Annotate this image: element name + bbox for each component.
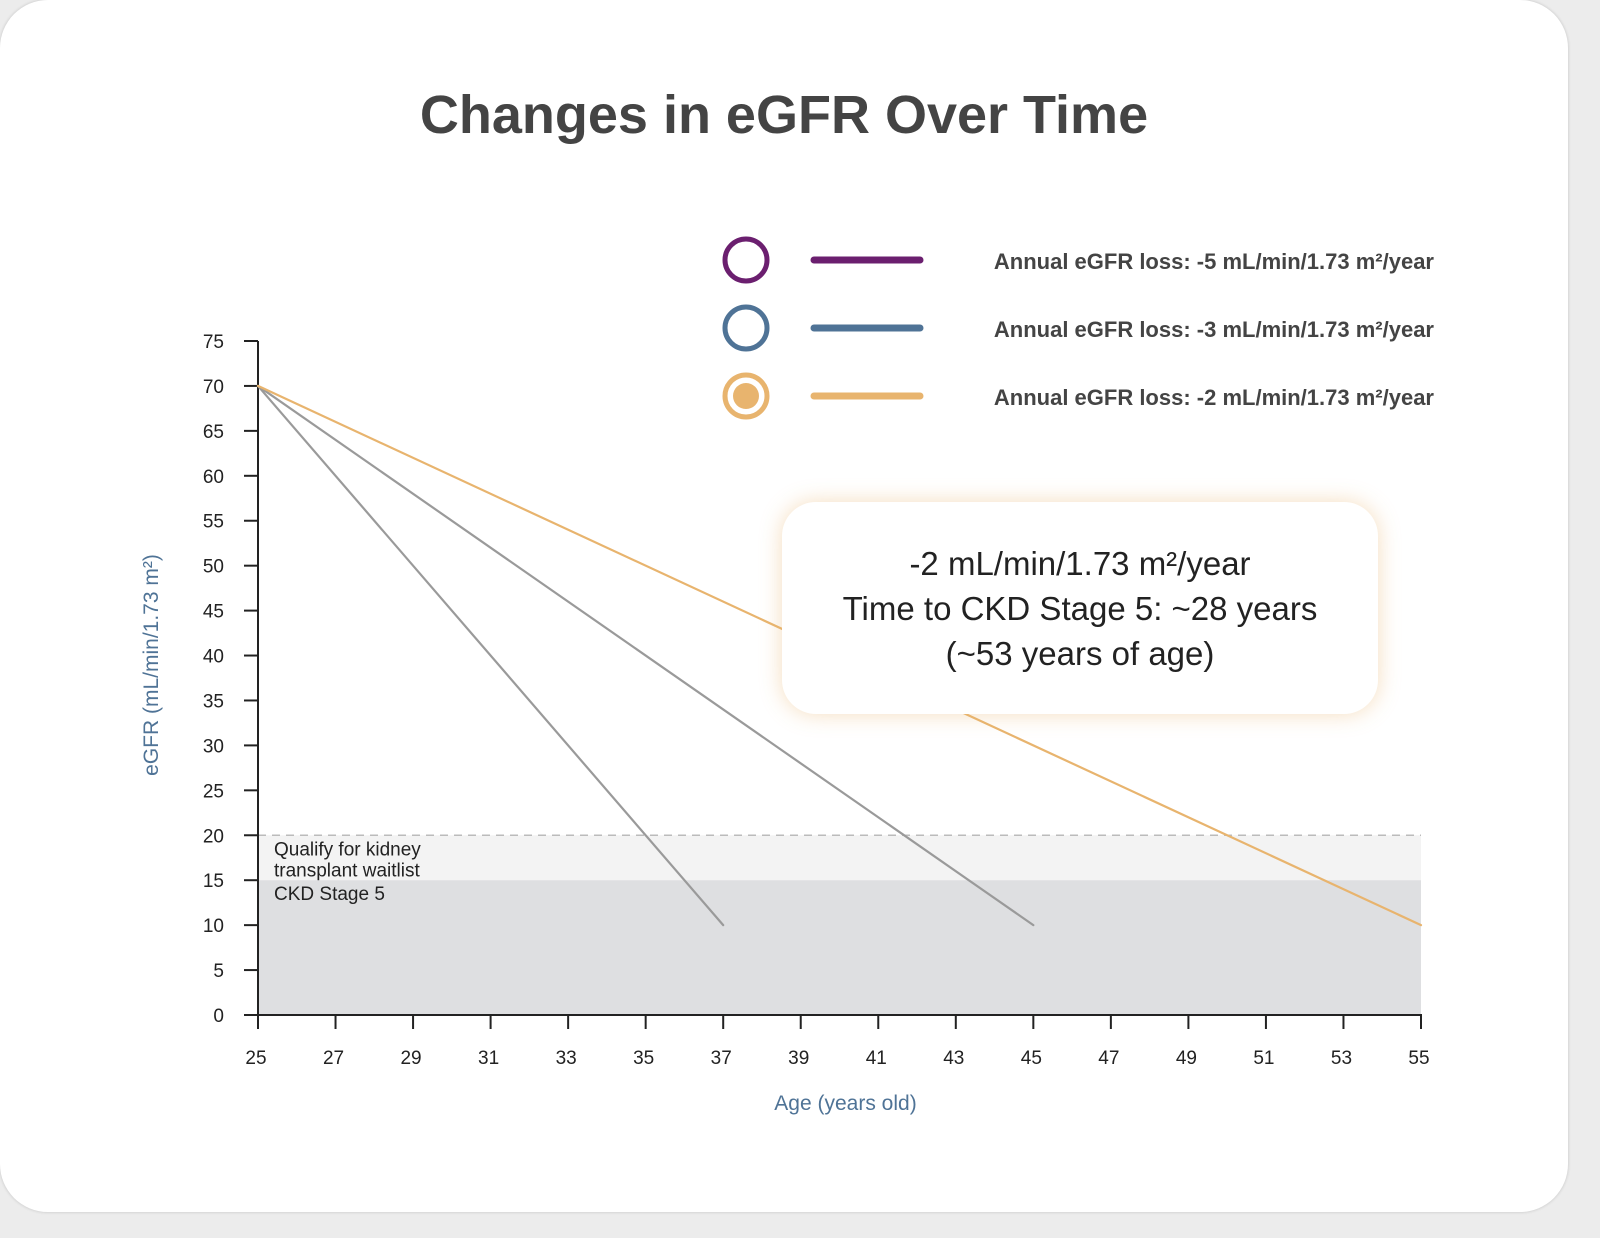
legend-marker-icon: [722, 236, 770, 284]
legend-label-3: Annual eGFR loss: -2 mL/min/1.73 m²/year: [994, 385, 1435, 410]
y-tick-label: 10: [203, 916, 224, 937]
legend-marker-icon: [722, 304, 770, 352]
region-band-2: [258, 880, 1421, 1015]
y-tick-label: 50: [203, 557, 224, 578]
x-tick-label: 43: [943, 1048, 964, 1069]
region-band-1: [258, 835, 1421, 881]
y-tick-label: 5: [213, 961, 224, 982]
x-tick-label: 39: [788, 1048, 809, 1069]
annotation-line-1: -2 mL/min/1.73 m²/year: [909, 544, 1251, 582]
annotation-line-3: (~53 years of age): [945, 634, 1215, 672]
y-axis-title: eGFR (mL/min/1.73 m²): [140, 554, 163, 776]
x-tick-label: 45: [1021, 1048, 1042, 1069]
x-tick-label: 47: [1098, 1048, 1119, 1069]
chart-title: Changes in eGFR Over Time: [419, 85, 1149, 145]
y-tick-label: 40: [203, 647, 224, 668]
x-tick-label: 31: [478, 1048, 499, 1069]
x-tick-label: 33: [556, 1048, 577, 1069]
y-tick-label: 60: [203, 467, 224, 488]
y-tick-label: 15: [203, 871, 224, 892]
legend-marker-fill-icon: [733, 383, 759, 409]
y-tick-label: 20: [203, 826, 224, 847]
legend-label-1: Annual eGFR loss: -5 mL/min/1.73 m²/year: [994, 249, 1435, 274]
y-tick-label: 0: [213, 1006, 224, 1027]
y-tick-label: 30: [203, 736, 224, 757]
x-tick-label: 51: [1253, 1048, 1274, 1069]
x-tick-label: 25: [245, 1048, 266, 1069]
region-label: CKD Stage 5: [274, 884, 385, 905]
series-line-1: [256, 384, 725, 927]
series-line-2: [256, 384, 1035, 927]
x-tick-label: 41: [866, 1048, 887, 1069]
x-axis-title: Age (years old): [774, 1092, 916, 1115]
y-tick-label: 45: [203, 602, 224, 623]
x-tick-label: 49: [1176, 1048, 1197, 1069]
legend: Annual eGFR loss: -5 mL/min/1.73 m²/year…: [722, 236, 1435, 420]
region-label: Qualify for kidney: [274, 839, 421, 860]
y-tick-label: 70: [203, 377, 224, 398]
chart-card: Changes in eGFR Over Time Qualify for ki…: [0, 0, 1568, 1212]
legend-marker-icon: [722, 372, 770, 420]
y-tick-label: 25: [203, 781, 224, 802]
x-tick-label: 53: [1331, 1048, 1352, 1069]
x-tick-label: 55: [1408, 1048, 1429, 1069]
y-tick-label: 65: [203, 422, 224, 443]
y-tick-label: 55: [203, 512, 224, 533]
legend-label-2: Annual eGFR loss: -3 mL/min/1.73 m²/year: [994, 317, 1435, 342]
y-tick-label: 35: [203, 691, 224, 712]
x-tick-label: 27: [323, 1048, 344, 1069]
region-label: transplant waitlist: [274, 860, 420, 881]
x-tick-label: 35: [633, 1048, 654, 1069]
annotation-line-2: Time to CKD Stage 5: ~28 years: [842, 589, 1318, 627]
annotation-callout: -2 mL/min/1.73 m²/year Time to CKD Stage…: [782, 502, 1378, 714]
y-tick-label: 75: [203, 332, 224, 353]
x-tick-label: 29: [400, 1048, 421, 1069]
x-tick-label: 37: [711, 1048, 732, 1069]
axes: 0 5 10 15 20 25 30 35 40 45 50 55 60 65 70 75 25 27 29 31 33…: [203, 332, 1430, 1069]
